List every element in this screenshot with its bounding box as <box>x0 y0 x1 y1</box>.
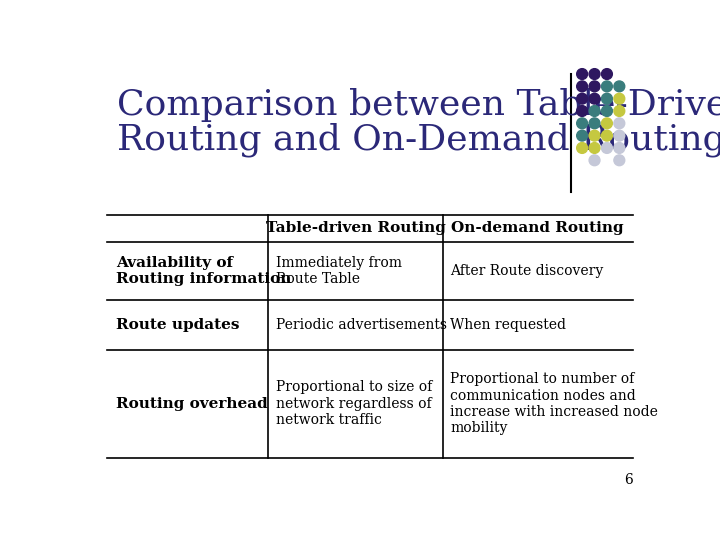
Text: Route updates: Route updates <box>117 318 240 332</box>
Circle shape <box>589 93 600 104</box>
Circle shape <box>589 118 600 129</box>
Circle shape <box>601 106 612 117</box>
Circle shape <box>614 130 625 141</box>
Circle shape <box>589 130 600 141</box>
Text: Periodic advertisements: Periodic advertisements <box>276 318 447 332</box>
Circle shape <box>614 81 625 92</box>
Circle shape <box>577 130 588 141</box>
Circle shape <box>589 143 600 153</box>
Circle shape <box>589 81 600 92</box>
Text: Comparison between Table-Driven: Comparison between Table-Driven <box>117 88 720 122</box>
Circle shape <box>614 106 625 117</box>
Circle shape <box>577 143 588 153</box>
Circle shape <box>601 81 612 92</box>
Circle shape <box>577 118 588 129</box>
Text: Availability of
Routing information: Availability of Routing information <box>117 255 292 286</box>
Circle shape <box>589 69 600 79</box>
Circle shape <box>577 106 588 117</box>
Circle shape <box>589 106 600 117</box>
Circle shape <box>577 69 588 79</box>
Circle shape <box>589 155 600 166</box>
Circle shape <box>601 143 612 153</box>
Circle shape <box>601 118 612 129</box>
Circle shape <box>601 69 612 79</box>
Text: Immediately from
Route Table: Immediately from Route Table <box>276 255 402 286</box>
Text: When requested: When requested <box>451 318 567 332</box>
Circle shape <box>614 155 625 166</box>
Circle shape <box>614 93 625 104</box>
Text: Proportional to size of
network regardless of
network traffic: Proportional to size of network regardle… <box>276 380 432 427</box>
Circle shape <box>614 143 625 153</box>
Circle shape <box>577 93 588 104</box>
Text: Routing overhead: Routing overhead <box>117 396 268 410</box>
Text: On-demand Routing: On-demand Routing <box>451 221 624 235</box>
Circle shape <box>614 118 625 129</box>
Text: Table-driven Routing: Table-driven Routing <box>266 221 446 235</box>
Text: After Route discovery: After Route discovery <box>451 264 603 278</box>
Circle shape <box>577 81 588 92</box>
Text: 6: 6 <box>624 473 632 487</box>
Text: Proportional to number of
communication nodes and
increase with increased node
m: Proportional to number of communication … <box>451 372 658 435</box>
Circle shape <box>601 130 612 141</box>
Text: Routing and On-Demand Routing: Routing and On-Demand Routing <box>117 123 720 157</box>
Circle shape <box>601 93 612 104</box>
